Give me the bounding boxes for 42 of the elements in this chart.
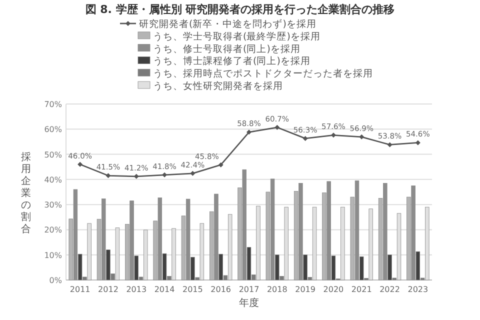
y-tick-label: 50% <box>44 150 62 160</box>
legend-label: うち、博士課程修了者(同上)を採用 <box>153 55 310 68</box>
x-tick-label: 2014 <box>154 285 175 294</box>
x-axis-title: 年度 <box>239 297 259 309</box>
x-tick-label: 2016 <box>210 285 232 294</box>
point <box>359 134 364 140</box>
y-tick-label: 20% <box>44 226 62 235</box>
x-tick-label: 2011 <box>70 285 90 294</box>
point <box>134 174 139 179</box>
point <box>106 173 111 178</box>
chart-title: 図 8. 学歴・属性別 研究開発者の採用を行った企業割合の推移 <box>85 3 395 16</box>
x-tick-label: 2019 <box>295 285 316 294</box>
point <box>330 132 336 138</box>
point <box>78 162 83 167</box>
point <box>415 140 420 146</box>
x-tick-label: 2015 <box>182 285 203 294</box>
y-tick-label: 0% <box>49 276 62 285</box>
point <box>387 142 392 148</box>
x-tick-label: 2017 <box>238 285 260 294</box>
point <box>246 130 252 135</box>
x-tick-label: 2021 <box>351 285 372 294</box>
x-tick-label: 2013 <box>126 285 147 294</box>
y-tick-label: 30% <box>44 200 62 210</box>
point <box>218 162 224 168</box>
point <box>190 170 196 176</box>
legend-label: 研究開発者(新卒・中途を問わず)を採用 <box>139 18 316 30</box>
point <box>274 124 280 130</box>
y-axis-title: 採用企業の割合 <box>21 151 31 235</box>
legend-label: うち、女性研究開発者を採用 <box>153 80 283 92</box>
y-tick-label: 40% <box>44 175 62 184</box>
legend-label: うち、修士号取得者(同上)を採用 <box>153 42 300 55</box>
y-tick-label: 10% <box>44 250 62 260</box>
point <box>302 136 308 141</box>
x-tick-label: 2012 <box>98 285 118 294</box>
y-tick-label: 70% <box>44 100 62 109</box>
y-tick-label: 60% <box>44 125 62 134</box>
x-tick-label: 2018 <box>266 285 288 294</box>
legend-label: うち、採用時点でポストドクターだった者を採用 <box>153 68 373 80</box>
x-tick-label: 2022 <box>380 285 400 294</box>
legend-label: うち、学士号取得者(最終学歴)を採用 <box>153 30 320 42</box>
x-tick-label: 2020 <box>323 285 344 294</box>
x-tick-label: 2023 <box>408 285 428 294</box>
